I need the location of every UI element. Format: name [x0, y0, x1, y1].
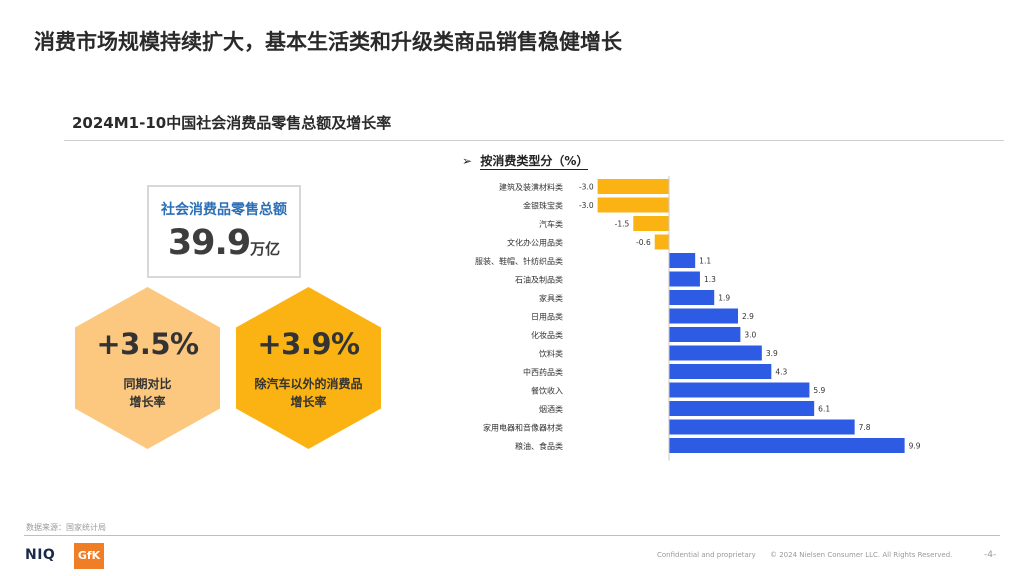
category-label: 金银珠宝类: [523, 201, 563, 211]
bar-7: [669, 308, 739, 324]
section-subtitle: 2024M1-10中国社会消费品零售总额及增长率: [72, 114, 392, 132]
category-label: 建筑及装潢材料类: [499, 182, 563, 192]
category-label: 文化办公用品类: [507, 238, 563, 248]
arrow-bullet-icon: ➢: [462, 154, 473, 168]
value-label: 6.1: [818, 405, 830, 414]
value-label: 9.9: [909, 442, 921, 451]
hexagon-label-line1: 除汽车以外的消费品: [254, 377, 363, 391]
total-retail-card: 社会消费品零售总额 39.9万亿: [147, 185, 301, 278]
value-label: 2.9: [742, 312, 754, 321]
subtitle-divider: [64, 140, 1004, 141]
confidential-note: Confidential and proprietary: [657, 551, 756, 559]
chart-section-label: ➢ 按消费类型分（%）: [462, 152, 589, 170]
value-label: -3.0: [579, 183, 594, 192]
category-label: 家用电器和音像器材类: [483, 423, 563, 433]
growth-hexagon-yoy: +3.5% 同期对比 增长率: [75, 287, 220, 449]
category-label: 服装、鞋帽、针纺织品类: [475, 256, 563, 266]
value-label: -3.0: [579, 201, 594, 210]
category-label: 家具类: [539, 293, 563, 303]
bar-0: [597, 179, 669, 194]
category-label: 化妆品类: [531, 330, 563, 340]
total-retail-label: 社会消费品零售总额: [161, 202, 287, 218]
bar-4: [669, 253, 696, 268]
total-retail-unit: 万亿: [250, 240, 281, 258]
data-source-note: 数据来源：国家统计局: [26, 523, 106, 532]
copyright-note: © 2024 Nielsen Consumer LLC. All Rights …: [770, 551, 953, 559]
page-title: 消费市场规模持续扩大，基本生活类和升级类商品销售稳健增长: [34, 30, 622, 54]
category-label: 饮料类: [539, 349, 563, 359]
hexagon-shape: [75, 287, 220, 449]
value-label: 1.9: [718, 294, 730, 303]
category-label: 餐饮收入: [531, 386, 563, 396]
value-label: 3.9: [766, 349, 778, 358]
bar-14: [669, 438, 905, 453]
category-label: 汽车类: [539, 219, 563, 229]
hexagon-shape: [236, 287, 381, 449]
bar-8: [669, 327, 741, 342]
bar-9: [669, 345, 762, 361]
category-label: 日用品类: [531, 312, 563, 322]
category-label: 烟酒类: [539, 404, 563, 414]
consumption-type-bar-chart: 建筑及装潢材料类 -3.0 金银珠宝类 -3.0 汽车类 -1.5 文化办公用品类 -0.6 服…: [475, 176, 921, 461]
total-retail-value-group: 39.9万亿: [149, 223, 299, 263]
category-label: 石油及制品类: [515, 275, 563, 285]
value-label: 4.3: [775, 368, 787, 377]
value-label: -1.5: [615, 220, 630, 229]
bar-1: [597, 197, 669, 213]
hexagon-label-line2: 增长率: [129, 395, 166, 409]
value-label: 1.1: [699, 257, 711, 266]
page-number: -4-: [984, 550, 997, 560]
bar-5: [669, 271, 700, 287]
category-label: 粮油、食品类: [515, 441, 563, 451]
bar-12: [669, 401, 815, 416]
hexagon-label-line1: 同期对比: [123, 377, 172, 391]
value-label: -0.6: [636, 238, 651, 247]
bar-6: [669, 290, 715, 305]
value-label: 3.0: [744, 331, 756, 340]
bar-10: [669, 364, 772, 379]
bar-11: [669, 382, 810, 398]
chart-section-text: 按消费类型分（%）: [480, 154, 589, 170]
hexagon-value: +3.5%: [96, 327, 199, 361]
hexagon-label-line2: 增长率: [290, 395, 327, 409]
value-label: 5.9: [813, 386, 825, 395]
footer-divider: [24, 535, 1000, 536]
hexagon-value: +3.9%: [257, 327, 360, 361]
category-label: 中西药品类: [523, 367, 563, 377]
value-label: 1.3: [704, 275, 716, 284]
value-label: 7.8: [859, 423, 871, 432]
niq-logo: NIQ: [25, 547, 56, 563]
bar-3: [654, 234, 669, 250]
total-retail-value: 39.9: [167, 223, 251, 263]
gfk-logo: GfK: [74, 543, 104, 569]
growth-hexagon-excl-auto: +3.9% 除汽车以外的消费品 增长率: [236, 287, 381, 449]
bar-2: [633, 216, 669, 231]
bar-13: [669, 419, 855, 435]
